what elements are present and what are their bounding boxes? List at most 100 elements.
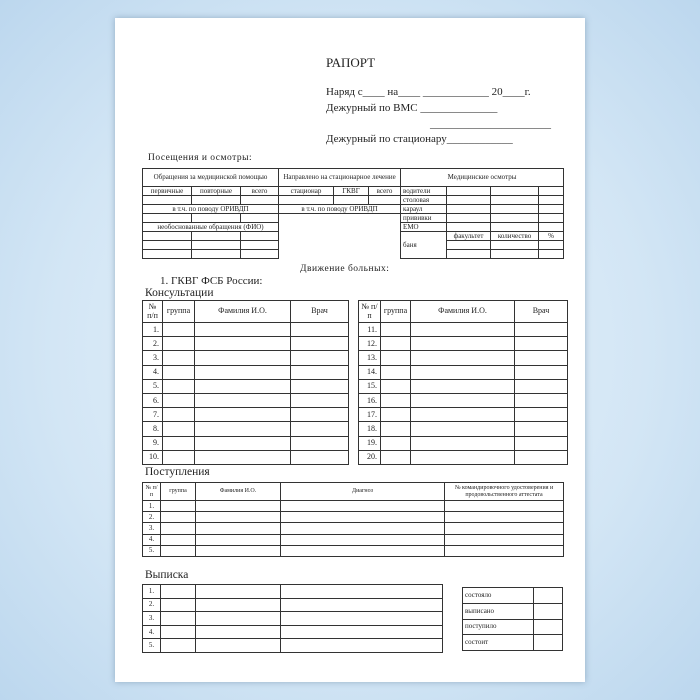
entry-cell[interactable] <box>280 597 443 613</box>
doctor-cell[interactable] <box>290 378 349 394</box>
entry-cell[interactable] <box>280 584 443 599</box>
entry-cell[interactable] <box>160 511 196 524</box>
group-cell[interactable] <box>380 364 411 380</box>
doctor-cell[interactable] <box>514 392 568 409</box>
group-cell[interactable] <box>162 435 195 451</box>
group-cell[interactable] <box>162 421 195 437</box>
doctor-cell[interactable] <box>290 364 349 380</box>
doctor-cell[interactable] <box>514 364 568 380</box>
entry-cell[interactable] <box>195 544 281 557</box>
entry-cell[interactable] <box>160 597 196 613</box>
doctor-cell[interactable] <box>514 336 568 352</box>
name-cell[interactable] <box>410 336 515 352</box>
doctor-cell[interactable] <box>290 435 349 451</box>
name-cell[interactable] <box>410 407 515 423</box>
entry-cell[interactable] <box>160 611 196 626</box>
entry-cell[interactable] <box>444 544 564 557</box>
summary-value[interactable] <box>533 618 563 636</box>
entry-cell[interactable] <box>195 611 281 626</box>
entry-cell[interactable] <box>160 624 196 640</box>
group-cell[interactable] <box>162 392 195 409</box>
group-cell[interactable] <box>380 350 411 366</box>
group-cell[interactable] <box>162 407 195 423</box>
entry-cell[interactable] <box>280 533 445 546</box>
name-cell[interactable] <box>194 449 291 465</box>
entry-cell[interactable] <box>195 533 281 546</box>
name-cell[interactable] <box>410 350 515 366</box>
entry-cell[interactable] <box>160 584 196 599</box>
name-cell[interactable] <box>410 392 515 409</box>
name-cell[interactable] <box>194 392 291 409</box>
entry-cell[interactable] <box>280 511 445 524</box>
group-cell[interactable] <box>380 321 411 338</box>
group-cell[interactable] <box>162 364 195 380</box>
doctor-cell[interactable] <box>514 435 568 451</box>
entry-cell[interactable] <box>280 638 443 653</box>
doctor-cell[interactable] <box>514 421 568 437</box>
entry-cell[interactable] <box>444 511 564 524</box>
entry-cell[interactable] <box>160 638 196 653</box>
name-cell[interactable] <box>194 336 291 352</box>
name-cell[interactable] <box>410 378 515 394</box>
entry-cell[interactable] <box>280 499 445 513</box>
name-cell[interactable] <box>410 435 515 451</box>
entry-cell[interactable] <box>160 544 196 557</box>
entry-cell[interactable] <box>160 522 196 535</box>
doctor-cell[interactable] <box>514 321 568 338</box>
name-cell[interactable] <box>410 321 515 338</box>
group-cell[interactable] <box>380 378 411 394</box>
doctor-cell[interactable] <box>290 392 349 409</box>
group-cell[interactable] <box>162 350 195 366</box>
name-cell[interactable] <box>194 350 291 366</box>
doctor-cell[interactable] <box>290 321 349 338</box>
group-cell[interactable] <box>380 407 411 423</box>
doctor-cell[interactable] <box>514 350 568 366</box>
entry-cell[interactable] <box>195 584 281 599</box>
group-cell[interactable] <box>380 392 411 409</box>
group-cell[interactable] <box>162 336 195 352</box>
doctor-cell[interactable] <box>514 378 568 394</box>
entry-cell[interactable] <box>280 522 445 535</box>
group-cell[interactable] <box>380 435 411 451</box>
doctor-cell[interactable] <box>290 449 349 465</box>
name-cell[interactable] <box>410 449 515 465</box>
doctor-cell[interactable] <box>514 449 568 465</box>
entry-cell[interactable] <box>160 533 196 546</box>
doctor-cell[interactable] <box>514 407 568 423</box>
group-cell[interactable] <box>162 321 195 338</box>
entry-cell[interactable] <box>280 611 443 626</box>
entry-cell[interactable] <box>195 624 281 640</box>
entry-cell[interactable] <box>280 544 445 557</box>
name-cell[interactable] <box>194 407 291 423</box>
doctor-cell[interactable] <box>290 350 349 366</box>
entry-cell[interactable] <box>444 499 564 513</box>
entry-cell[interactable] <box>160 499 196 513</box>
group-cell[interactable] <box>162 378 195 394</box>
doctor-cell[interactable] <box>290 407 349 423</box>
name-cell[interactable] <box>194 378 291 394</box>
group-cell[interactable] <box>380 336 411 352</box>
name-cell[interactable] <box>410 364 515 380</box>
summary-value[interactable] <box>533 587 563 604</box>
name-cell[interactable] <box>194 321 291 338</box>
entry-cell[interactable] <box>280 624 443 640</box>
header-row: № п/п группа Фамилия И.О. Врач <box>358 300 568 323</box>
doctor-cell[interactable] <box>290 336 349 352</box>
entry-cell[interactable] <box>444 522 564 535</box>
summary-value[interactable] <box>533 634 563 652</box>
group-cell[interactable] <box>162 449 195 465</box>
name-cell[interactable] <box>194 435 291 451</box>
name-cell[interactable] <box>194 421 291 437</box>
entry-cell[interactable] <box>195 638 281 653</box>
name-cell[interactable] <box>410 421 515 437</box>
entry-cell[interactable] <box>195 597 281 613</box>
entry-cell[interactable] <box>195 522 281 535</box>
entry-cell[interactable] <box>195 499 281 513</box>
group-cell[interactable] <box>380 421 411 437</box>
summary-value[interactable] <box>533 602 563 620</box>
name-cell[interactable] <box>194 364 291 380</box>
group-cell[interactable] <box>380 449 411 465</box>
doctor-cell[interactable] <box>290 421 349 437</box>
entry-cell[interactable] <box>444 533 564 546</box>
entry-cell[interactable] <box>195 511 281 524</box>
